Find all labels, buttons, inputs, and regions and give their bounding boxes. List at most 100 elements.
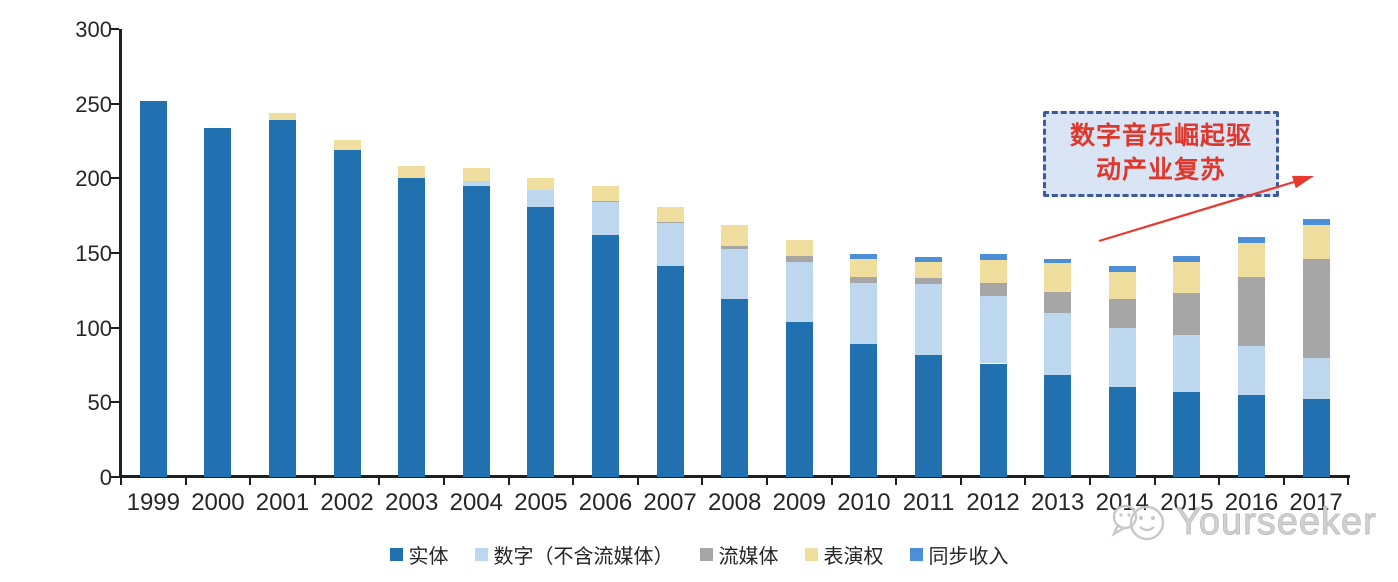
bar-segment-2017: [1302, 258, 1330, 358]
x-tick: [636, 477, 639, 485]
bar-segment-2006: [592, 202, 619, 236]
x-tick: [1024, 477, 1027, 485]
bar-segment-2011: [915, 261, 942, 279]
x-tick-label: 2009: [772, 489, 826, 516]
bar-segment-2009: [785, 261, 813, 322]
legend-label: 实体: [408, 546, 449, 568]
bar-segment-2011: [915, 354, 942, 477]
bar-segment-2005: [527, 190, 555, 207]
bar-segment-2011: [915, 257, 942, 262]
bar-segment-2004: [462, 185, 490, 477]
x-tick: [766, 477, 768, 485]
bar-segment-2010: [850, 276, 878, 283]
bar-segment-2007: [656, 266, 684, 477]
x-tick: [507, 477, 510, 485]
legend-label: 流媒体: [718, 546, 779, 568]
bar-segment-2011: [915, 284, 942, 355]
x-tick-label: 2011: [902, 489, 955, 516]
bar-segment-2016: [1238, 394, 1265, 477]
bar-segment-2007: [656, 223, 684, 267]
y-tick: [111, 28, 119, 30]
bar-segment-2016: [1238, 345, 1265, 395]
legend-item: 数字（不含流媒体）: [474, 540, 674, 569]
bar-segment-2015: [1173, 293, 1201, 336]
x-tick-label: 2012: [966, 489, 1020, 516]
x-tick-label: 2016: [1224, 489, 1279, 516]
bar-segment-2012: [979, 363, 1007, 477]
bar-segment-2014: [1108, 266, 1136, 273]
bar-segment-2006: [592, 200, 619, 203]
bar-segment-2014: [1108, 327, 1136, 388]
bar-segment-2017: [1302, 399, 1330, 477]
legend-item: 流媒体: [699, 540, 779, 569]
x-tick: [830, 477, 833, 485]
y-tick: [111, 177, 119, 180]
x-tick: [701, 477, 704, 485]
bar-segment-2016: [1238, 242, 1265, 277]
bar-segment-2015: [1173, 391, 1201, 477]
x-tick-label: 2010: [837, 489, 891, 516]
y-tick: [111, 252, 119, 254]
bar-segment-2016: [1238, 276, 1265, 346]
x-tick: [443, 477, 445, 485]
bar-segment-2003: [398, 178, 426, 477]
bar-segment-2003: [398, 166, 426, 179]
x-tick-label: 2017: [1289, 489, 1343, 516]
bar-segment-2014: [1108, 272, 1136, 300]
legend-item: 实体: [389, 540, 449, 569]
x-tick-label: 2013: [1030, 489, 1085, 516]
x-tick: [1282, 477, 1285, 485]
legend-label: 同步收入: [928, 546, 1009, 568]
x-tick: [572, 477, 575, 485]
bar-segment-2007: [656, 221, 684, 224]
x-tick-label: 2000: [191, 489, 245, 516]
x-tick-label: 2005: [514, 489, 568, 516]
watermark-logo-icon: [1111, 504, 1165, 541]
bar-segment-2005: [527, 206, 555, 477]
bar-segment-2007: [656, 206, 684, 222]
y-tick: [111, 102, 119, 105]
bar-segment-2015: [1173, 335, 1201, 392]
annotation-line-2: 动产业复苏: [1095, 156, 1226, 184]
bar-segment-2014: [1108, 299, 1136, 328]
bar-segment-2005: [527, 178, 555, 191]
legend-swatch-icon: [909, 548, 923, 561]
x-tick-label: 2015: [1160, 489, 1214, 516]
legend-item: 同步收入: [909, 540, 1009, 569]
bar-segment-2017: [1302, 224, 1330, 259]
y-tick-label: 300: [75, 17, 112, 42]
x-tick-label: 2006: [578, 489, 633, 516]
x-tick-label: 1999: [126, 489, 180, 516]
bar-segment-2008: [721, 245, 749, 249]
bar-segment-2012: [979, 282, 1007, 297]
bar-segment-2015: [1173, 255, 1201, 262]
x-tick: [378, 477, 381, 485]
x-tick-label: 2003: [384, 489, 439, 516]
x-tick: [1089, 477, 1091, 485]
bar-segment-2006: [592, 235, 619, 477]
bar-segment-1999: [139, 100, 167, 477]
x-tick: [1218, 477, 1221, 485]
legend-label: 数字（不含流媒体）: [493, 546, 674, 568]
bar-segment-2004: [462, 181, 490, 186]
annotation-callout: 数字音乐崛起驱 动产业复苏: [1043, 111, 1279, 197]
legend-swatch-icon: [389, 548, 403, 561]
annotation-line-1: 数字音乐崛起驱: [1069, 122, 1252, 151]
bar-segment-2008: [721, 299, 749, 477]
bar-segment-2006: [592, 185, 619, 201]
x-tick: [249, 477, 252, 485]
y-tick-label: 200: [75, 166, 112, 192]
bar-segment-2004: [462, 167, 490, 182]
bar-segment-2010: [850, 258, 878, 277]
legend-item: 表演权: [804, 540, 884, 569]
bar-segment-2017: [1302, 218, 1330, 225]
legend: 实体 数字（不含流媒体） 流媒体 表演权 同步收入: [0, 540, 1398, 569]
bar-segment-2013: [1044, 258, 1072, 264]
legend-swatch-icon: [474, 548, 488, 561]
watermark-text: Yourseeker: [1176, 500, 1377, 543]
bar-segment-2000: [204, 127, 232, 477]
x-tick-label: 2002: [320, 489, 374, 516]
legend-label: 表演权: [823, 546, 884, 568]
bar-segment-2009: [785, 321, 813, 477]
y-tick-label: 0: [99, 465, 112, 490]
